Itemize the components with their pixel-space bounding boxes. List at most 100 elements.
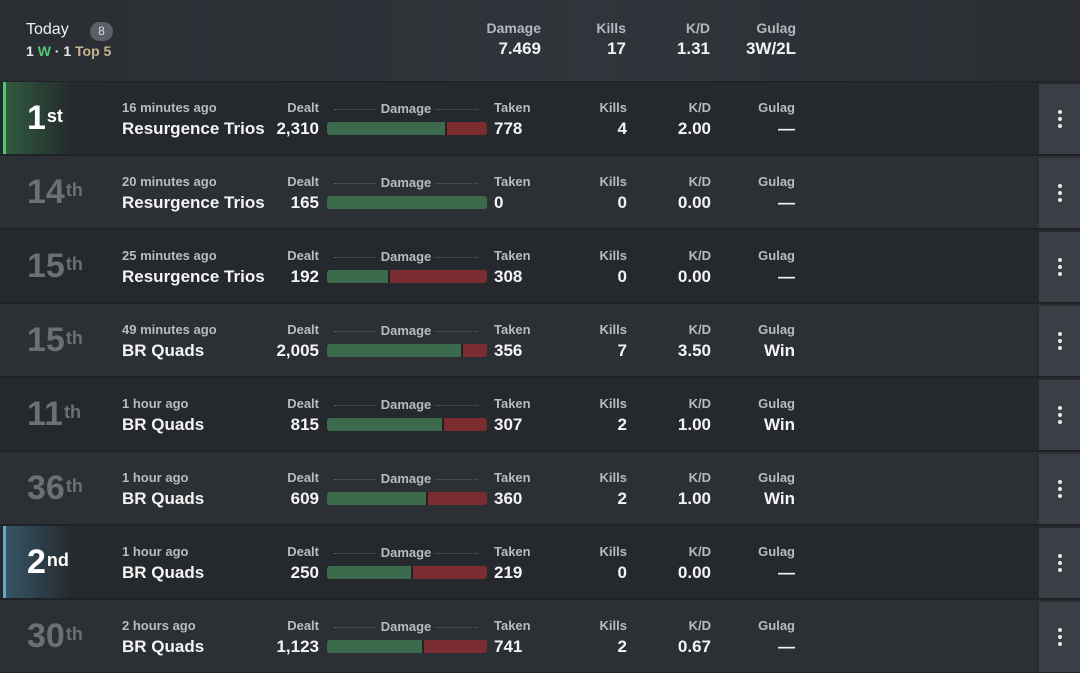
damage-bar-gap <box>445 122 447 135</box>
more-vertical-icon <box>1057 480 1062 484</box>
header-gulag-label: Gulag <box>756 20 796 36</box>
taken-label: Taken <box>494 544 531 559</box>
more-vertical-icon <box>1057 191 1062 195</box>
kd-label: K/D <box>688 396 711 411</box>
more-vertical-icon <box>1057 332 1062 336</box>
damage-label: Damage <box>334 101 478 116</box>
damage-bar-gap <box>442 418 444 431</box>
match-time: 1 hour ago <box>122 396 189 411</box>
taken-value: 307 <box>494 415 523 434</box>
more-vertical-icon <box>1057 265 1062 269</box>
top5-count: 1 <box>63 43 72 59</box>
match-time: 1 hour ago <box>122 544 189 559</box>
match-row[interactable]: 15th 25 minutes ago Resurgence Trios Dea… <box>0 230 1080 302</box>
damage-label: Damage <box>334 545 478 560</box>
match-count-badge: 8 <box>90 22 113 41</box>
row-menu-button[interactable] <box>1039 454 1080 524</box>
kd-label: K/D <box>688 174 711 189</box>
top5-label: Top 5 <box>75 43 112 59</box>
placement-number: 15th <box>27 246 83 286</box>
gulag-value: — <box>778 267 795 286</box>
damage-dealt-fill <box>327 122 445 135</box>
row-menu-button[interactable] <box>1039 158 1080 228</box>
dealt-value: 250 <box>290 563 319 582</box>
damage-dealt-fill <box>327 566 411 579</box>
header-damage-value: 7.469 <box>498 39 541 58</box>
damage-bar <box>327 344 487 357</box>
match-mode: BR Quads <box>122 637 205 656</box>
damage-dealt-fill <box>327 270 388 283</box>
placement-suffix: st <box>46 106 63 126</box>
kd-label: K/D <box>688 470 711 485</box>
match-time: 2 hours ago <box>122 618 196 633</box>
placement-value: 11 <box>27 395 63 433</box>
damage-bar-gap <box>461 344 463 357</box>
taken-value: 308 <box>494 267 523 286</box>
row-menu-button[interactable] <box>1039 84 1080 154</box>
kills-value: 4 <box>617 119 627 138</box>
match-row[interactable]: 36th 1 hour ago BR Quads Dealt 609 Damag… <box>0 452 1080 524</box>
kd-value: 0.67 <box>677 637 711 656</box>
match-row[interactable]: 15th 49 minutes ago BR Quads Dealt 2,005… <box>0 304 1080 376</box>
kills-label: Kills <box>599 322 627 337</box>
placement-value: 1 <box>27 99 46 137</box>
match-row[interactable]: 11th 1 hour ago BR Quads Dealt 815 Damag… <box>0 378 1080 450</box>
placement-suffix: th <box>63 402 81 422</box>
placement-value: 14 <box>27 173 65 211</box>
summary-header: Today 8 1 W · 1 Top 5 Damage 7.469 Kills… <box>0 0 1080 81</box>
more-vertical-icon <box>1057 339 1062 343</box>
match-row[interactable]: 2nd 1 hour ago BR Quads Dealt 250 Damage… <box>0 526 1080 598</box>
placement-number: 36th <box>27 468 83 508</box>
row-menu-button[interactable] <box>1039 306 1080 376</box>
more-vertical-icon <box>1057 124 1062 128</box>
more-vertical-icon <box>1057 406 1062 410</box>
match-row[interactable]: 14th 20 minutes ago Resurgence Trios Dea… <box>0 156 1080 228</box>
more-vertical-icon <box>1057 628 1062 632</box>
damage-dealt-fill <box>327 418 442 431</box>
row-menu-button[interactable] <box>1039 602 1080 672</box>
damage-label: Damage <box>334 619 478 634</box>
placement-value: 15 <box>27 321 65 359</box>
taken-value: 778 <box>494 119 523 138</box>
gulag-value: Win <box>763 489 795 508</box>
kills-value: 2 <box>617 415 627 434</box>
dealt-value: 2,310 <box>276 119 319 138</box>
kd-label: K/D <box>688 248 711 263</box>
match-row[interactable]: 1st 16 minutes ago Resurgence Trios Deal… <box>0 82 1080 154</box>
match-time: 16 minutes ago <box>122 100 217 115</box>
placement-number: 15th <box>27 320 83 360</box>
kd-value: 3.50 <box>677 341 711 360</box>
taken-value: 741 <box>494 637 523 656</box>
header-kd-value: 1.31 <box>676 39 710 58</box>
damage-taken-fill <box>413 566 487 579</box>
placement-number: 11th <box>27 394 81 434</box>
more-vertical-icon <box>1057 642 1062 646</box>
row-menu-button[interactable] <box>1039 232 1080 302</box>
placement-suffix: th <box>65 254 83 274</box>
kills-value: 0 <box>617 193 627 212</box>
match-mode: BR Quads <box>122 563 205 582</box>
placement-badge: 15th <box>4 230 83 302</box>
placement-number: 30th <box>27 616 83 656</box>
damage-bar <box>327 418 487 431</box>
placement-number: 1st <box>27 98 63 138</box>
damage-bar-gap <box>411 566 413 579</box>
placement-number: 2nd <box>27 542 69 582</box>
dealt-label: Dealt <box>287 544 319 559</box>
row-menu-button[interactable] <box>1039 380 1080 450</box>
taken-value: 356 <box>494 341 523 360</box>
more-vertical-icon <box>1057 110 1062 114</box>
gulag-value: — <box>778 193 795 212</box>
more-vertical-icon <box>1057 635 1062 639</box>
dealt-value: 815 <box>290 415 319 434</box>
gulag-label: Gulag <box>758 100 795 115</box>
match-row[interactable]: 30th 2 hours ago BR Quads Dealt 1,123 Da… <box>0 600 1080 672</box>
header-gulag-stat: Gulag 3W/2L <box>720 20 796 59</box>
row-menu-button[interactable] <box>1039 528 1080 598</box>
gulag-value: — <box>778 637 795 656</box>
kills-label: Kills <box>599 248 627 263</box>
match-time: 1 hour ago <box>122 470 189 485</box>
more-vertical-icon <box>1057 184 1062 188</box>
header-damage-stat: Damage 7.469 <box>460 20 541 59</box>
damage-taken-fill <box>447 122 487 135</box>
